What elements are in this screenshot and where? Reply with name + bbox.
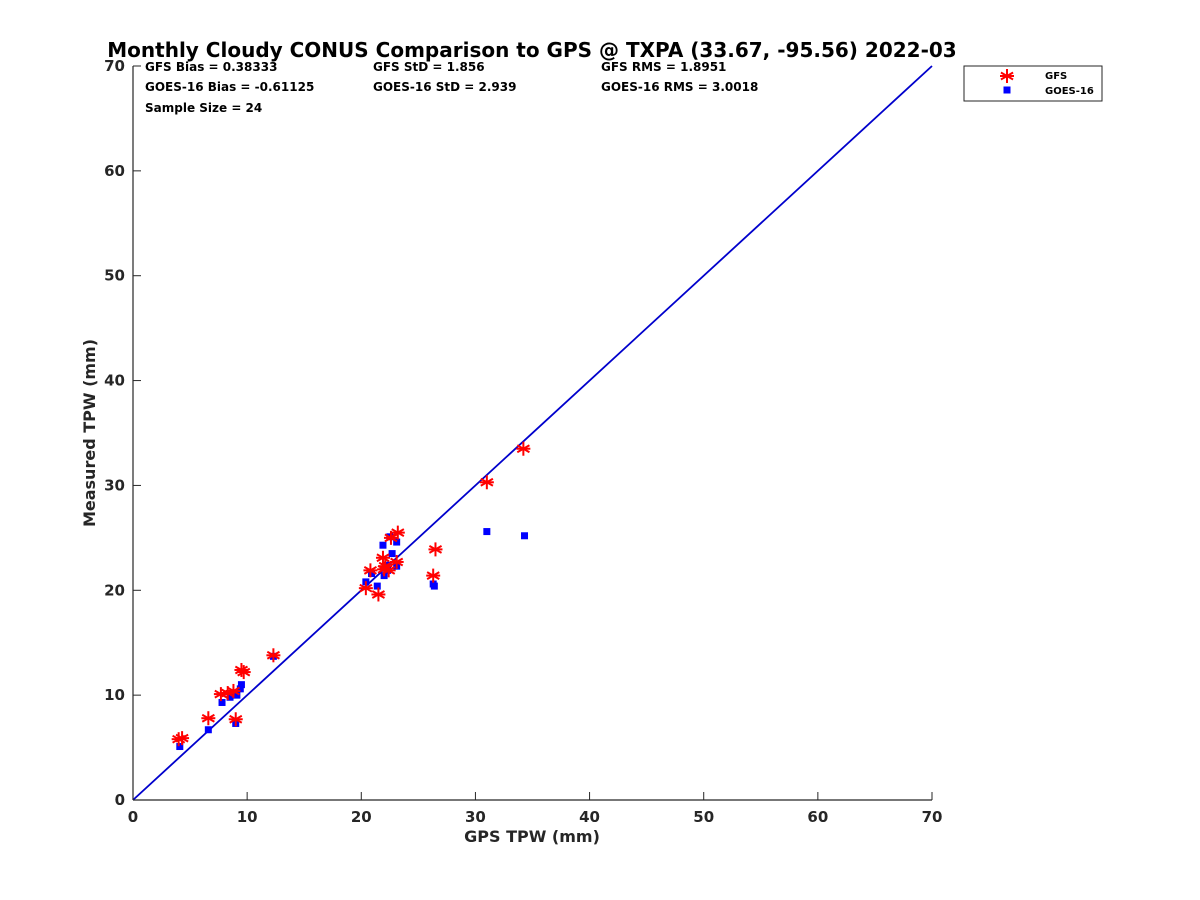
legend-gfs-label: GFS	[1045, 71, 1067, 82]
stat-goes-rms: GOES-16 RMS = 3.0018	[601, 80, 758, 94]
goes16-point	[388, 550, 396, 558]
goes16-point	[226, 693, 234, 701]
gfs-point	[371, 587, 386, 602]
data-points	[171, 441, 531, 751]
y-axis-label: Measured TPW (mm)	[80, 339, 99, 527]
gfs-point	[228, 712, 243, 727]
legend-goes-label: GOES-16	[1045, 86, 1094, 97]
goes16-point	[393, 538, 401, 546]
gfs-point	[375, 550, 390, 565]
chart-title: Monthly Cloudy CONUS Comparison to GPS @…	[107, 38, 956, 62]
legend-goes-marker	[1003, 86, 1011, 94]
gfs-point	[516, 441, 531, 456]
legend-gfs-asterisk	[1000, 69, 1014, 83]
y-tick-label: 20	[104, 581, 125, 599]
goes16-point	[373, 582, 381, 590]
gfs-point	[175, 731, 190, 746]
stat-gfs-bias: GFS Bias = 0.38333	[145, 60, 277, 74]
x-tick-label: 70	[922, 808, 943, 826]
stat-goes-bias: GOES-16 Bias = -0.61125	[145, 80, 314, 94]
goes16-point	[430, 582, 438, 590]
stat-gfs-std: GFS StD = 1.856	[373, 60, 485, 74]
y-tick-label: 40	[104, 372, 125, 390]
y-tick-label: 50	[104, 267, 125, 285]
gfs-point	[377, 562, 392, 577]
axis-ticks: 0 10 20 30 40 50 60 70 0 10 20 30 40 50 60 70	[104, 57, 942, 826]
gfs-point	[266, 648, 281, 663]
y-tick-label: 70	[104, 57, 125, 75]
x-tick-label: 50	[693, 808, 714, 826]
gfs-point	[363, 563, 378, 578]
gfs-point	[428, 542, 443, 557]
stat-sample-size: Sample Size = 24	[145, 101, 262, 115]
gfs-point	[390, 525, 405, 540]
gfs-point	[201, 711, 216, 726]
gfs-point	[226, 683, 241, 698]
goes16-point	[236, 685, 244, 693]
legend-box	[963, 65, 1103, 102]
goes16-point	[233, 691, 241, 699]
goes16-point	[379, 541, 387, 549]
goes16-point	[204, 726, 212, 734]
gfs-point	[389, 554, 404, 569]
goes16-point	[368, 570, 376, 578]
goes16-point	[237, 681, 245, 689]
x-tick-label: 30	[465, 808, 486, 826]
legend: GFS GOES-16	[963, 65, 1103, 102]
stats-block: GFS Bias = 0.38333 GOES-16 Bias = -0.611…	[145, 60, 758, 115]
gfs-point	[383, 530, 398, 545]
gfs-point	[426, 568, 441, 583]
x-tick-label: 10	[237, 808, 258, 826]
y-tick-label: 60	[104, 162, 125, 180]
legend-goes-square	[1003, 86, 1011, 94]
gfs-point	[479, 475, 494, 490]
goes16-point	[521, 532, 529, 540]
legend-gfs-marker	[1000, 69, 1014, 83]
one-to-one-line	[132, 65, 933, 801]
y-tick-label: 30	[104, 476, 125, 494]
plot-area	[132, 66, 932, 801]
y-tick-label: 10	[104, 686, 125, 704]
stat-goes-std: GOES-16 StD = 2.939	[373, 80, 516, 94]
goes16-point	[218, 698, 226, 706]
x-tick-label: 0	[128, 808, 138, 826]
reference-line-layer	[132, 65, 933, 801]
gfs-point	[358, 581, 373, 596]
gfs-point	[236, 665, 251, 680]
goes16-point	[483, 528, 491, 536]
x-tick-label: 20	[351, 808, 372, 826]
x-axis-label: GPS TPW (mm)	[464, 827, 600, 846]
goes16-point	[176, 743, 184, 751]
x-tick-label: 40	[579, 808, 600, 826]
stat-gfs-rms: GFS RMS = 1.8951	[601, 60, 726, 74]
y-tick-label: 0	[115, 791, 125, 809]
x-tick-label: 60	[807, 808, 828, 826]
